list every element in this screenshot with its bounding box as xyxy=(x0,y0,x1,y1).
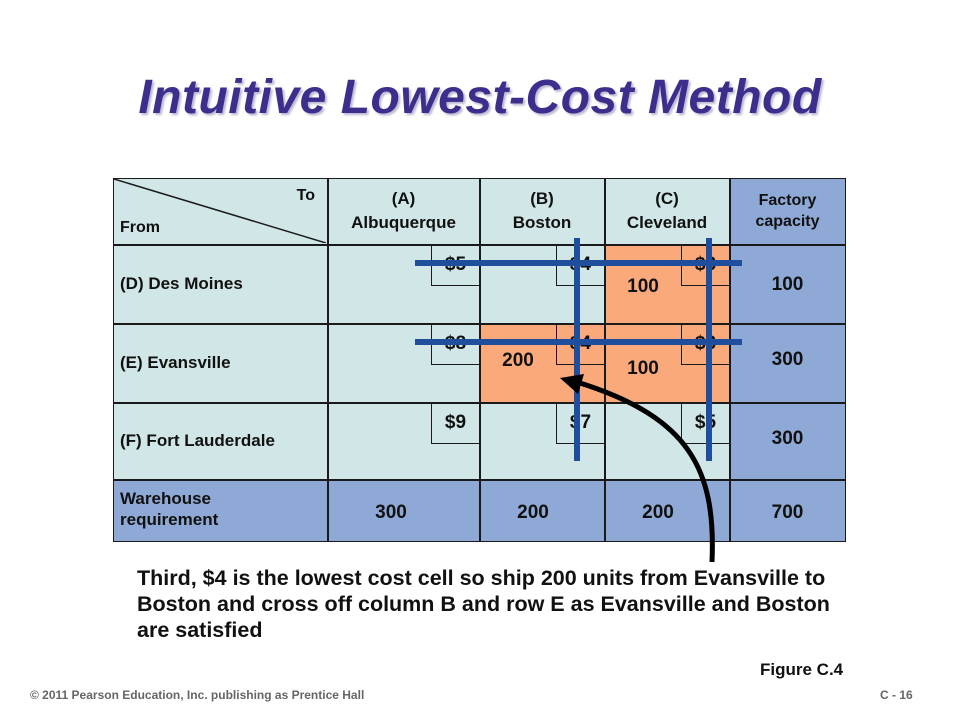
alloc-e-c: 100 xyxy=(627,358,659,379)
alloc-d-c: 100 xyxy=(627,276,659,297)
col-c-name: Cleveland xyxy=(626,213,708,232)
figure-label: Figure C.4 xyxy=(760,660,844,679)
requirement-total: 700 xyxy=(771,502,804,523)
capacity-header-line1: Factory xyxy=(758,192,817,209)
cell-d-b: $4 xyxy=(480,245,605,324)
capacity-d: 100 xyxy=(771,274,804,295)
capacity-f: 300 xyxy=(771,428,804,449)
row-d-label: (D) Des Moines xyxy=(120,274,243,293)
alloc-e-b: 200 xyxy=(502,350,534,371)
row-e-label: (E) Evansville xyxy=(120,353,231,372)
capacity-header: Factory capacity xyxy=(730,178,846,245)
cost-e-c: $3 xyxy=(681,325,729,365)
capacity-e-cell: 300 xyxy=(730,324,846,403)
corner-header-cell: To From xyxy=(113,178,328,245)
requirement-b: 200 xyxy=(517,502,549,523)
requirement-a: 300 xyxy=(375,502,407,523)
col-a-name: Albuquerque xyxy=(351,213,456,232)
cell-d-c: $3 100 xyxy=(605,245,730,324)
row-f-label-cell: (F) Fort Lauderdale xyxy=(113,403,328,480)
col-b-header: (B) Boston xyxy=(480,178,605,245)
col-c-code: (C) xyxy=(655,189,679,208)
cell-f-b: $7 xyxy=(480,403,605,480)
cell-e-b: $4 200 xyxy=(480,324,605,403)
cost-f-b: $7 xyxy=(556,404,604,444)
requirement-label-cell: Warehouse requirement xyxy=(113,480,328,542)
cost-d-a: $5 xyxy=(431,246,479,286)
col-b-code: (B) xyxy=(530,189,554,208)
to-label: To xyxy=(296,187,315,204)
description-text: Third, $4 is the lowest cost cell so shi… xyxy=(137,566,830,642)
requirement-label-line2: requirement xyxy=(120,510,219,529)
page-number: C - 16 xyxy=(880,688,913,702)
from-label: From xyxy=(120,219,160,236)
col-c-header: (C) Cleveland xyxy=(605,178,730,245)
requirement-total-cell: 700 xyxy=(730,480,846,542)
cell-f-a: $9 xyxy=(328,403,480,480)
capacity-header-line2: capacity xyxy=(755,213,820,230)
cell-d-a: $5 xyxy=(328,245,480,324)
requirement-c: 200 xyxy=(642,502,674,523)
cost-e-b: $4 xyxy=(556,325,604,365)
requirement-a-cell: 300 xyxy=(328,480,480,542)
cost-d-c: $3 xyxy=(681,246,729,286)
capacity-e: 300 xyxy=(771,349,804,370)
cell-e-c: $3 100 xyxy=(605,324,730,403)
diagonal-divider xyxy=(114,179,326,243)
slide-title: Intuitive Lowest-Cost Method xyxy=(138,71,822,124)
row-e-label-cell: (E) Evansville xyxy=(113,324,328,403)
capacity-f-cell: 300 xyxy=(730,403,846,480)
cell-f-c: $5 xyxy=(605,403,730,480)
col-b-name: Boston xyxy=(512,213,572,232)
requirement-c-cell: 200 xyxy=(605,480,730,542)
row-f-label: (F) Fort Lauderdale xyxy=(120,431,275,450)
col-a-code: (A) xyxy=(391,189,416,208)
cost-f-c: $5 xyxy=(681,404,729,444)
requirement-label-line1: Warehouse xyxy=(120,489,212,508)
cost-d-b: $4 xyxy=(556,246,604,286)
cost-e-a: $8 xyxy=(431,325,479,365)
cost-f-a: $9 xyxy=(431,404,479,444)
row-d-label-cell: (D) Des Moines xyxy=(113,245,328,324)
capacity-d-cell: 100 xyxy=(730,245,846,324)
cell-e-a: $8 xyxy=(328,324,480,403)
requirement-b-cell: 200 xyxy=(480,480,605,542)
col-a-header: (A) Albuquerque xyxy=(328,178,480,245)
copyright-text: © 2011 Pearson Education, Inc. publishin… xyxy=(30,688,365,702)
